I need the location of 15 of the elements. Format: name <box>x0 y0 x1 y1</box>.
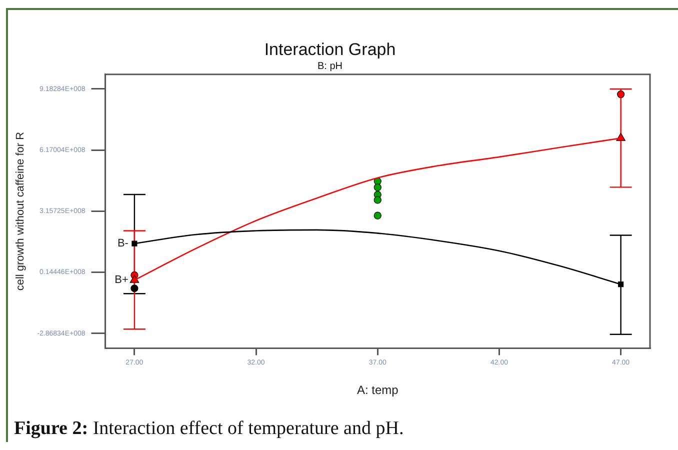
point <box>374 212 382 220</box>
x-axis-title: A: temp <box>356 383 399 398</box>
point <box>130 284 138 292</box>
caption: Figure 2: Interaction effect of temperature and pH. <box>14 418 404 440</box>
y-axis-title: cell growth without caffeine for R <box>14 132 27 291</box>
point <box>374 196 382 204</box>
chart-title: Interaction Graph <box>264 40 396 59</box>
series-label: B- <box>117 238 129 250</box>
series-label: B+ <box>114 274 128 286</box>
point <box>132 240 138 246</box>
point <box>374 184 382 192</box>
chart-subtitle: B: pH <box>317 61 343 72</box>
point <box>617 90 625 98</box>
point <box>616 132 626 141</box>
point <box>130 274 140 283</box>
